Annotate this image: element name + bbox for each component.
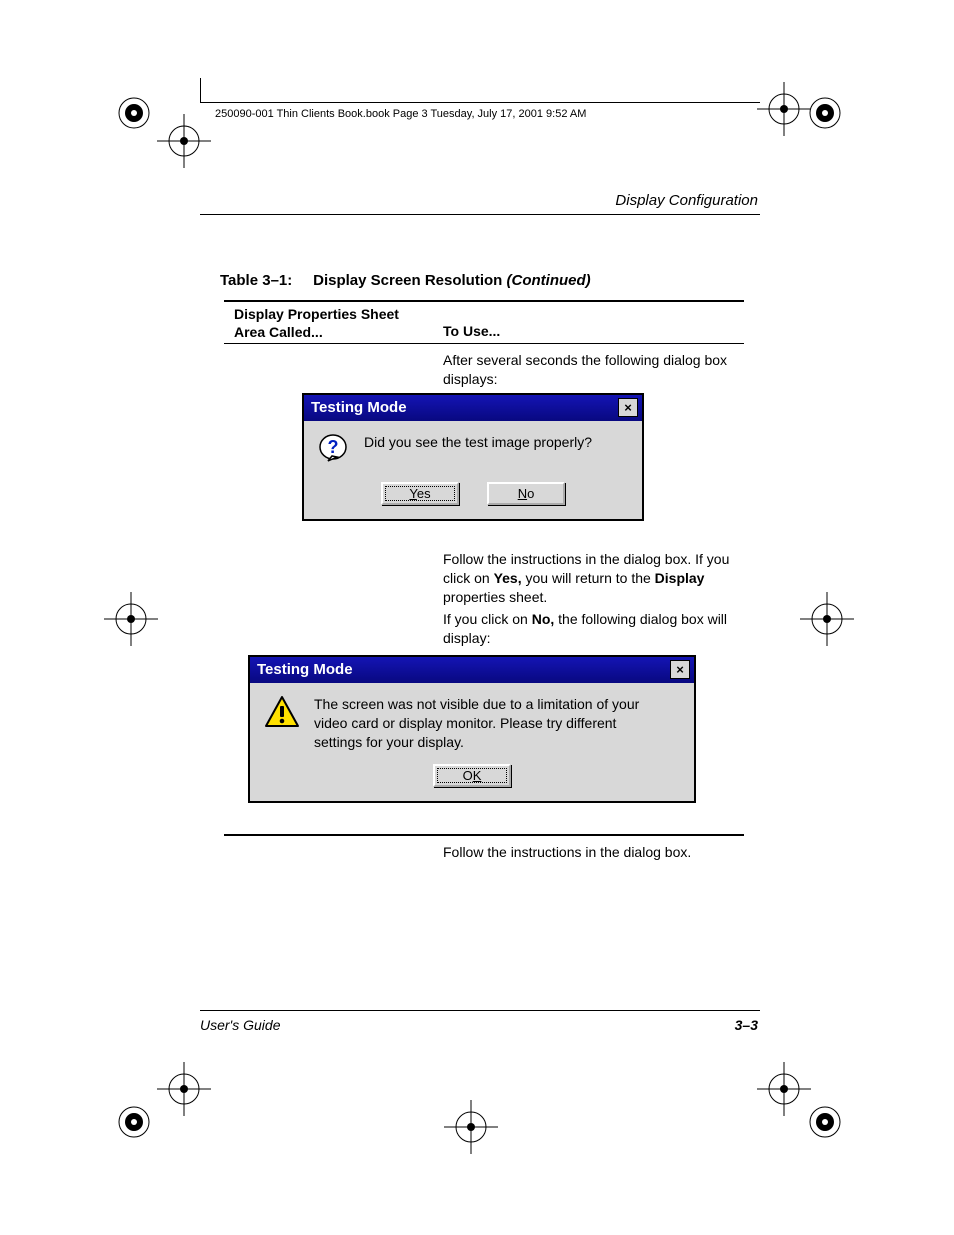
footer-page-number: 3–3: [735, 1017, 758, 1033]
warning-icon: [264, 695, 300, 734]
table-caption: Table 3–1: Display Screen Resolution (Co…: [220, 272, 591, 289]
crop-ring-bl: [117, 1105, 151, 1139]
reg-mark-bl: [157, 1062, 211, 1116]
reg-mark-tl: [157, 114, 211, 168]
dialog-testing-mode-question: Testing Mode × ? Did you see the test im…: [302, 393, 644, 521]
running-head-rule: [200, 214, 760, 215]
table-caption-number: Table 3–1:: [220, 272, 292, 289]
table-head-rule: [224, 343, 744, 344]
table-top-rule: [224, 300, 744, 302]
reg-mark-br: [757, 1062, 811, 1116]
paragraph-no-result: If you click on No, the following dialog…: [443, 610, 743, 648]
table-col1-head-l1: Display Properties Sheet: [234, 306, 399, 322]
paragraph-intro: After several seconds the following dial…: [443, 351, 743, 389]
header-rule: [200, 102, 760, 103]
paragraph-yes-result: Follow the instructions in the dialog bo…: [443, 550, 743, 607]
running-head: Display Configuration: [615, 192, 758, 209]
reg-mark-tr: [757, 82, 811, 136]
yes-button[interactable]: Yes: [381, 482, 459, 505]
table-bottom-rule: [224, 834, 744, 836]
table-col2-head: To Use...: [443, 323, 500, 339]
reg-mark-ml: [104, 592, 158, 646]
footer-doc-title: User's Guide: [200, 1017, 280, 1033]
book-header: 250090-001 Thin Clients Book.book Page 3…: [215, 108, 586, 120]
dialog1-title: Testing Mode: [311, 399, 407, 416]
dialog1-titlebar: Testing Mode ×: [304, 395, 642, 421]
close-icon[interactable]: ×: [670, 660, 690, 679]
reg-mark-mr: [800, 592, 854, 646]
dialog2-message: The screen was not visible due to a limi…: [314, 695, 644, 752]
dialog1-message: Did you see the test image properly?: [364, 433, 592, 452]
crop-ring-tl: [117, 96, 151, 130]
close-icon[interactable]: ×: [618, 398, 638, 417]
no-button[interactable]: No: [487, 482, 565, 505]
footer-rule: [200, 1010, 760, 1011]
table-caption-continued: (Continued): [507, 272, 591, 289]
crop-ring-tr: [808, 96, 842, 130]
reg-mark-bc: [444, 1100, 498, 1154]
paragraph-follow: Follow the instructions in the dialog bo…: [443, 843, 743, 862]
ok-button[interactable]: OK: [433, 764, 511, 787]
dialog-testing-mode-error: Testing Mode × The screen was not visibl…: [248, 655, 696, 803]
svg-text:?: ?: [328, 437, 339, 457]
question-icon: ?: [318, 433, 350, 470]
crop-ring-br: [808, 1105, 842, 1139]
dialog2-titlebar: Testing Mode ×: [250, 657, 694, 683]
table-col1-head: Display Properties Sheet Area Called...: [234, 306, 399, 341]
table-col1-head-l2: Area Called...: [234, 324, 323, 340]
table-caption-title: Display Screen Resolution: [313, 272, 502, 289]
dialog2-title: Testing Mode: [257, 661, 353, 678]
